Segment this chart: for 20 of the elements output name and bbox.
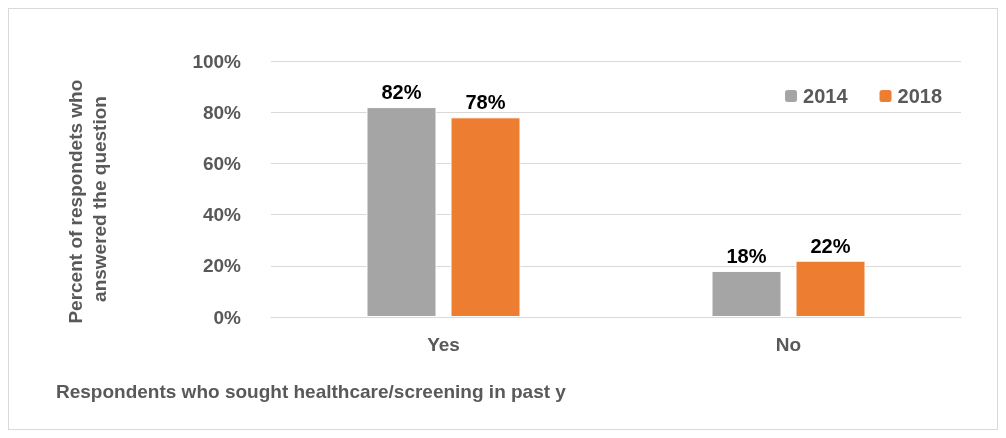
y-tick-label: 20% [202,255,242,277]
bar [711,270,782,317]
x-axis-title: Respondents who sought healthcare/screening in past y [56,381,567,402]
data-label: 82% [381,81,422,104]
y-axis-title: Percent of respondets who answered the question [64,74,110,324]
legend-label: 2018 [897,85,943,107]
data-label: 78% [465,91,506,114]
data-label: 22% [810,234,851,257]
y-tick-label: 80% [202,101,242,123]
y-tick-label: 60% [202,152,242,174]
bar [795,260,866,317]
bar [366,107,437,317]
x-tick-label: No [775,334,802,355]
y-tick-label: 100% [192,50,242,72]
y-tick-label: 0% [213,306,242,328]
x-tick-label: Yes [427,334,460,355]
legend-label: 2014 [803,85,849,107]
bar [450,117,521,317]
data-label: 18% [726,244,767,267]
y-tick-label: 40% [202,204,242,226]
